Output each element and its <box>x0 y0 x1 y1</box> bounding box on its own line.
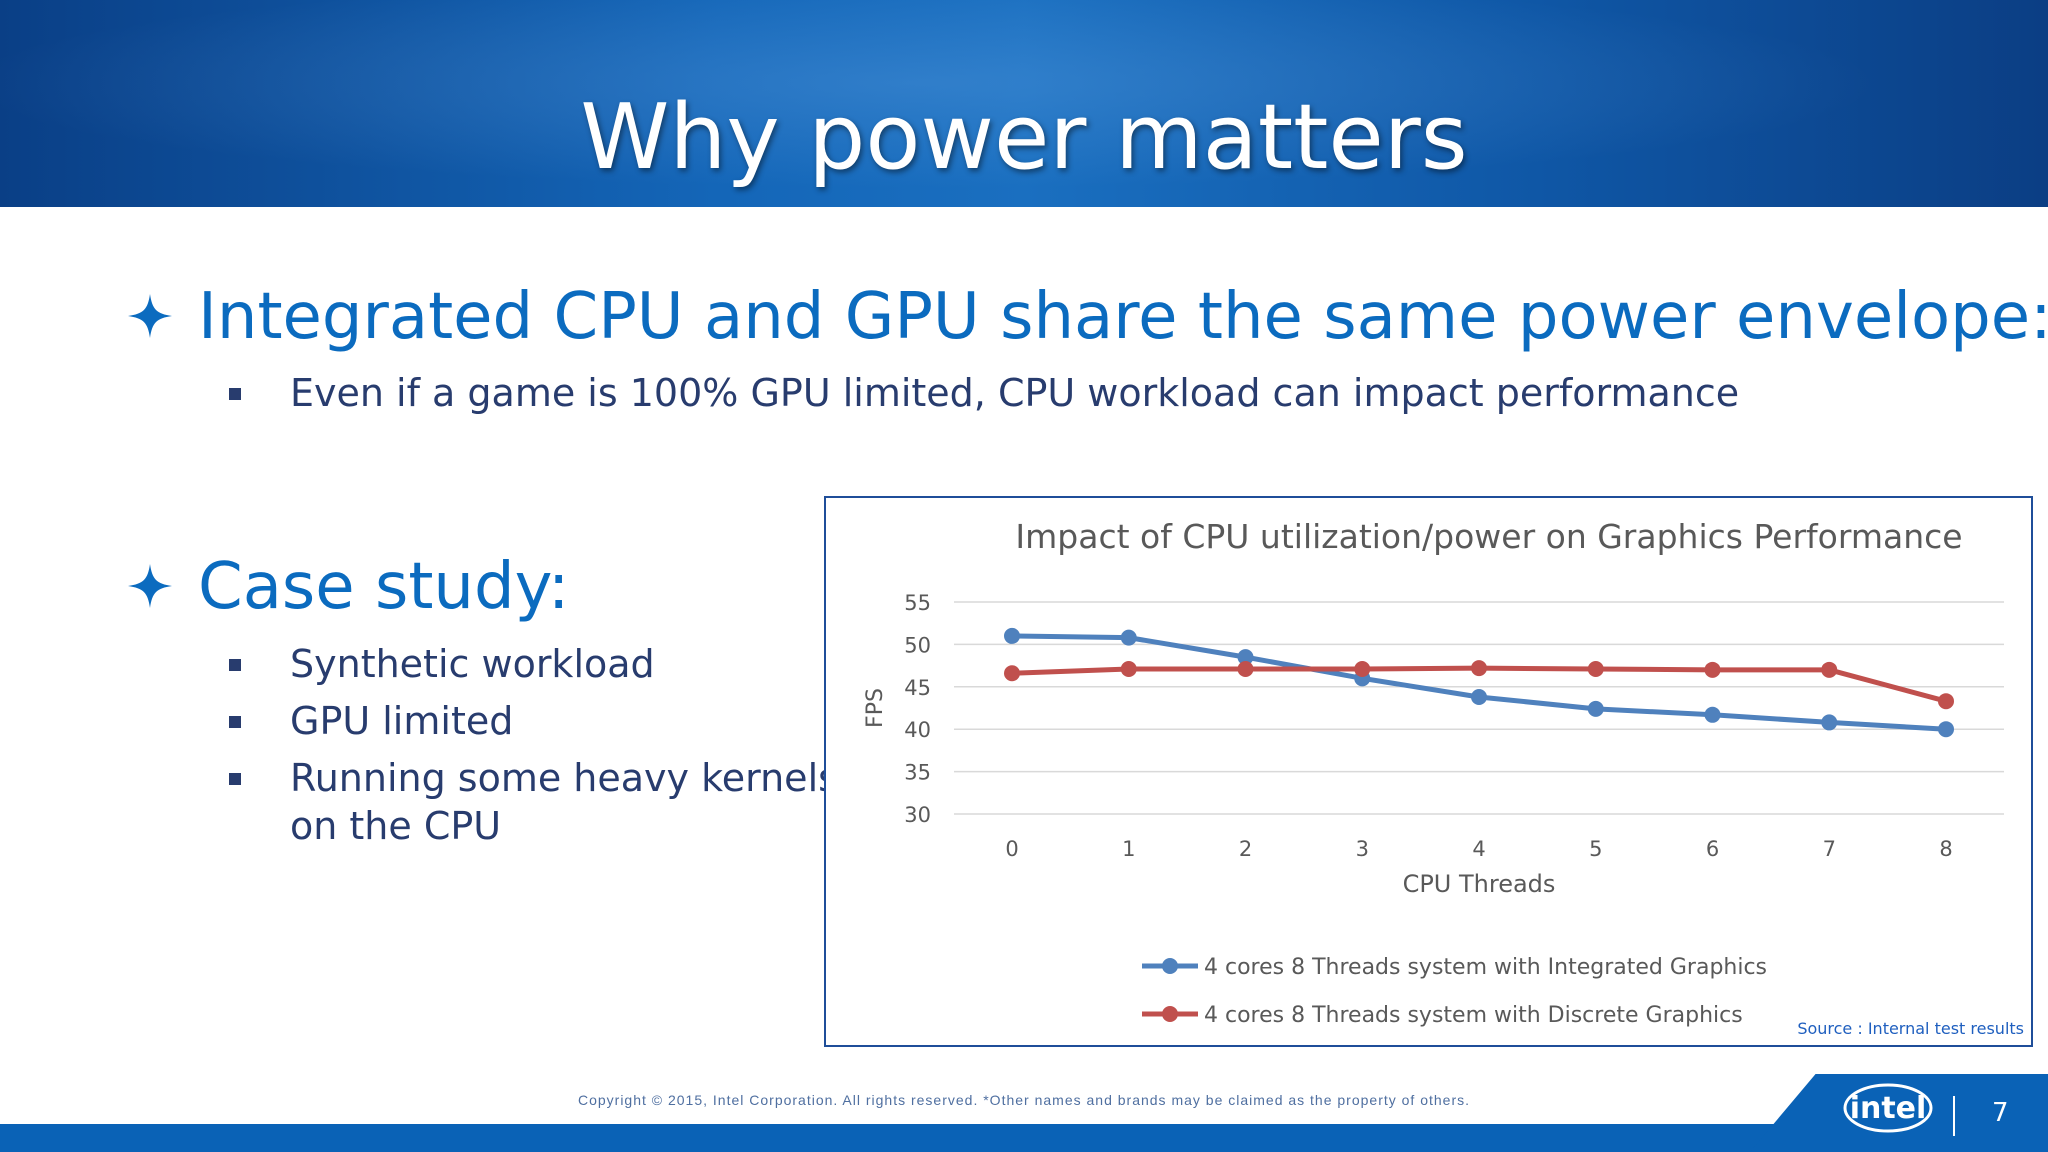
y-axis-ticks: 30 35 40 45 50 55 <box>904 591 931 827</box>
y-tick-label: 45 <box>904 676 931 700</box>
slide-title: Why power matters <box>580 85 1468 190</box>
data-point <box>1587 660 1604 677</box>
data-point <box>1821 661 1838 678</box>
x-axis-ticks: 0 1 2 3 4 5 6 7 8 <box>1005 837 1952 861</box>
legend-label: 4 cores 8 Threads system with Discrete G… <box>1204 1003 1743 1028</box>
data-point <box>1821 714 1838 731</box>
four-point-star-icon <box>128 294 172 338</box>
data-point <box>1938 693 1954 710</box>
y-tick-label: 40 <box>904 718 931 742</box>
page-number: 7 <box>1992 1098 2009 1128</box>
sub-bullet-synthetic-workload: Synthetic workload <box>290 642 655 686</box>
y-tick-label: 50 <box>904 633 931 657</box>
x-axis-label: CPU Threads <box>1403 870 1556 898</box>
sub-bullet-heavy-kernels-cont: on the CPU <box>290 804 502 848</box>
data-point <box>1120 629 1137 646</box>
y-tick-label: 35 <box>904 761 931 785</box>
x-tick-label: 0 <box>1005 837 1018 861</box>
title-banner <box>0 0 2048 207</box>
data-point <box>1471 660 1487 677</box>
sub-bullet-gpu-limited: GPU limited <box>290 699 514 743</box>
intel-logo: intel <box>1843 1083 1933 1133</box>
source-note: Source : Internal test results <box>1797 1019 2024 1038</box>
chart-frame: Impact of CPU utilization/power on Graph… <box>824 496 2033 1047</box>
data-point <box>1004 627 1020 644</box>
series-line-0 <box>1011 633 1947 732</box>
square-bullet-icon <box>229 659 241 671</box>
x-tick-label: 2 <box>1239 837 1252 861</box>
page-separator <box>1953 1096 1955 1136</box>
svg-text:intel: intel <box>1850 1091 1927 1126</box>
data-point <box>1704 706 1721 723</box>
x-tick-label: 1 <box>1122 837 1135 861</box>
sub-bullet-heavy-kernels: Running some heavy kernels <box>290 756 838 800</box>
data-point <box>1704 661 1721 678</box>
data-point <box>1471 688 1487 705</box>
y-axis-label: FPS <box>863 688 888 728</box>
data-point <box>1120 660 1137 677</box>
data-point <box>1237 660 1254 677</box>
data-series <box>1004 627 1954 738</box>
y-tick-label: 30 <box>904 803 931 827</box>
data-point <box>1587 700 1604 717</box>
x-tick-label: 7 <box>1823 837 1836 861</box>
square-bullet-icon <box>229 388 241 400</box>
chart-title: Impact of CPU utilization/power on Graph… <box>1015 517 1962 556</box>
x-tick-label: 4 <box>1472 837 1485 861</box>
x-tick-label: 6 <box>1706 837 1719 861</box>
x-tick-label: 8 <box>1939 837 1952 861</box>
data-point <box>1938 721 1954 738</box>
y-tick-label: 55 <box>904 591 931 615</box>
bullet-case-study: Case study: <box>198 550 570 624</box>
data-point <box>1237 649 1254 666</box>
data-point <box>1004 665 1020 682</box>
data-point <box>1354 660 1371 677</box>
grid-lines <box>954 601 2004 815</box>
bullet-integrated-cpu-gpu: Integrated CPU and GPU share the same po… <box>198 280 2048 354</box>
footer-bar <box>0 1124 2048 1152</box>
copyright-notice: Copyright © 2015, Intel Corporation. All… <box>577 1092 1471 1108</box>
legend-label: 4 cores 8 Threads system with Integrated… <box>1204 955 1767 980</box>
line-chart: Impact of CPU utilization/power on Graph… <box>863 517 2024 1038</box>
x-tick-label: 5 <box>1589 837 1602 861</box>
legend: 4 cores 8 Threads system with Integrated… <box>1142 955 1767 1028</box>
square-bullet-icon <box>229 716 241 728</box>
legend-marker <box>1162 1006 1178 1022</box>
legend-marker <box>1162 958 1178 974</box>
square-bullet-icon <box>229 773 241 785</box>
x-tick-label: 3 <box>1356 837 1369 861</box>
four-point-star-icon <box>128 564 172 608</box>
sub-bullet-gpu-limited-impact: Even if a game is 100% GPU limited, CPU … <box>290 371 1740 415</box>
